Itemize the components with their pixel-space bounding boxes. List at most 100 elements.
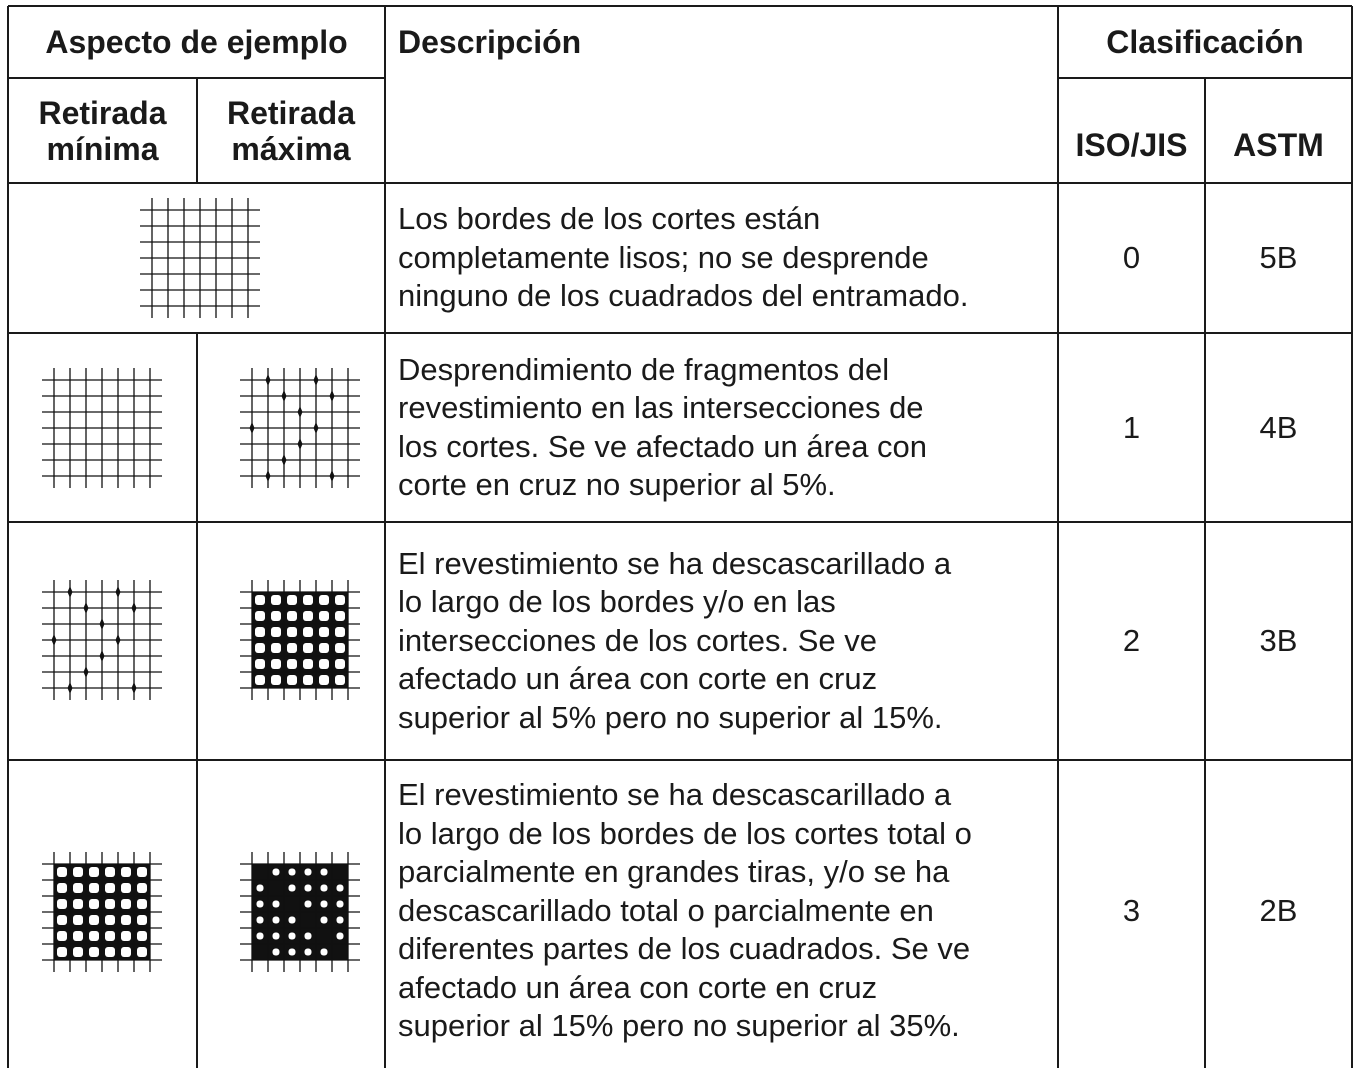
icon-part [319, 611, 329, 621]
icon-part [297, 406, 303, 418]
icon-part [297, 438, 303, 450]
icon-part [105, 947, 115, 957]
icon-part [335, 627, 345, 637]
header-aspect: Aspecto de ejemplo [45, 24, 348, 60]
icon-part [57, 899, 67, 909]
icon-part [137, 883, 147, 893]
icon-part [335, 595, 345, 605]
icon-part [73, 899, 83, 909]
icon-part [256, 884, 264, 892]
icon-part [115, 634, 121, 646]
icon-part [255, 643, 265, 653]
icon-part [287, 595, 297, 605]
icon-part [121, 883, 131, 893]
icon-part [57, 947, 67, 957]
icon-part [313, 422, 319, 434]
icon-part [287, 627, 297, 637]
icon-part [121, 899, 131, 909]
icon-part [271, 595, 281, 605]
icon-part [137, 899, 147, 909]
icon-part [51, 634, 57, 646]
icon-part [287, 659, 297, 669]
icon-part [105, 867, 115, 877]
icon-part [319, 643, 329, 653]
icon-part [83, 602, 89, 614]
icon-part [320, 916, 328, 924]
iso-rating: 1 [1122, 409, 1141, 445]
icon-part [131, 682, 137, 694]
icon-part [336, 884, 344, 892]
icon-part [99, 618, 105, 630]
icon-part [271, 643, 281, 653]
header-astm: ASTM [1233, 126, 1324, 163]
icon-part [137, 867, 147, 877]
iso-rating: 0 [1122, 240, 1141, 275]
header-max: Retirada máxima [226, 94, 356, 167]
icon-part [73, 883, 83, 893]
icon-part [287, 611, 297, 621]
icon-part [336, 916, 344, 924]
icon-part [73, 915, 83, 925]
icon-part [89, 867, 99, 877]
icon-part [304, 900, 312, 908]
icon-part [288, 884, 296, 892]
icon-part [335, 659, 345, 669]
icon-part [303, 611, 313, 621]
icon-part [255, 595, 265, 605]
icon-part [256, 916, 264, 924]
icon-part [57, 915, 67, 925]
icon-part [73, 931, 83, 941]
icon-part [57, 867, 67, 877]
icon-part [249, 422, 255, 434]
icon-part [105, 883, 115, 893]
icon-part [57, 883, 67, 893]
astm-rating: 5B [1259, 240, 1298, 275]
icon-part [287, 675, 297, 685]
icon-part [335, 675, 345, 685]
description: Los bordes de los cortes están completam… [398, 201, 969, 314]
icon-part [89, 947, 99, 957]
icon-part [67, 586, 73, 598]
icon-part [303, 675, 313, 685]
icon-part [137, 947, 147, 957]
icon-part [288, 916, 296, 924]
icon-part [288, 868, 296, 876]
icon-part [89, 931, 99, 941]
icon-part [303, 595, 313, 605]
icon-part [137, 931, 147, 941]
icon-part [329, 470, 335, 482]
description: El revestimiento se ha descascarillado a… [398, 545, 952, 735]
icon-part [105, 899, 115, 909]
icon-part [335, 643, 345, 653]
icon-part [336, 900, 344, 908]
icon-part [105, 931, 115, 941]
icon-part [336, 932, 344, 940]
icon-part [303, 659, 313, 669]
icon-part [320, 884, 328, 892]
icon-part [287, 643, 297, 653]
icon-part [121, 915, 131, 925]
icon-part [320, 948, 328, 956]
icon-part [304, 932, 312, 940]
icon-part [281, 454, 287, 466]
icon-part [265, 470, 271, 482]
header-iso: ISO/JIS [1075, 126, 1188, 163]
icon-part [256, 900, 264, 908]
icon-part [272, 916, 280, 924]
icon-part [320, 868, 328, 876]
icon-part [105, 915, 115, 925]
header-description: Descripción [398, 24, 582, 60]
description: El revestimiento se ha descascarillado a… [398, 777, 972, 1044]
iso-rating: 2 [1122, 623, 1141, 658]
icon-part [89, 883, 99, 893]
icon-part [121, 931, 131, 941]
icon-part [137, 915, 147, 925]
icon-part [304, 884, 312, 892]
icon-part [255, 675, 265, 685]
icon-part [272, 868, 280, 876]
icon-part [265, 374, 271, 386]
icon-part [121, 947, 131, 957]
icon-part [313, 374, 319, 386]
